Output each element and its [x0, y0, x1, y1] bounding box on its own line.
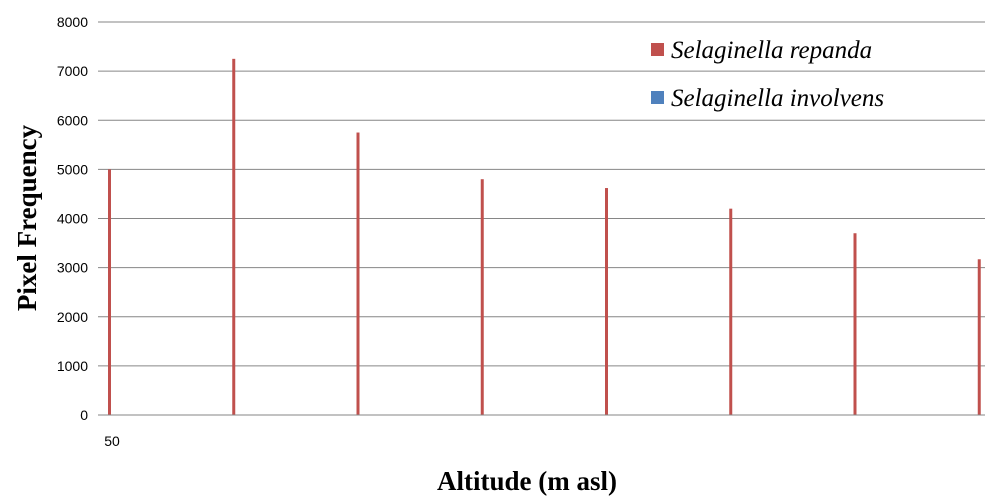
y-axis-title: Pixel Frequency [12, 124, 42, 311]
bar-repanda [977, 259, 981, 415]
y-tick-label: 2000 [57, 309, 88, 325]
y-tick-label: 5000 [57, 161, 88, 177]
legend-swatch [651, 43, 664, 56]
legend-label: Selaginella involvens [671, 85, 884, 112]
y-tick-label: 0 [80, 407, 88, 423]
y-tick-labels: 0 1000 2000 3000 4000 5000 6000 7000 8000 [57, 14, 88, 423]
y-tick-label: 4000 [57, 211, 88, 227]
grid-lines [98, 21, 985, 367]
y-tick-label: 1000 [57, 358, 88, 374]
x-axis-title: Altitude (m asl) [437, 466, 617, 496]
bar-repanda [605, 188, 608, 415]
legend: Selaginella repanda Selaginella involvens [651, 37, 884, 112]
y-tick-label: 6000 [57, 112, 88, 128]
bar-repanda [356, 132, 360, 415]
bar-repanda [480, 179, 484, 415]
bar-repanda [108, 169, 111, 416]
y-tick-label: 8000 [57, 14, 88, 30]
bar-repanda [853, 233, 857, 415]
bar-repanda [232, 58, 236, 416]
y-tick-label: 7000 [57, 63, 88, 79]
x-tick-label: 50 [104, 433, 120, 449]
y-tick-label: 3000 [57, 260, 88, 276]
legend-label: Selaginella repanda [671, 37, 872, 64]
legend-swatch [651, 91, 664, 104]
bar-repanda [729, 208, 733, 415]
x-tick-labels: 5055010501550205025503050 [104, 433, 120, 449]
bars [108, 58, 981, 416]
